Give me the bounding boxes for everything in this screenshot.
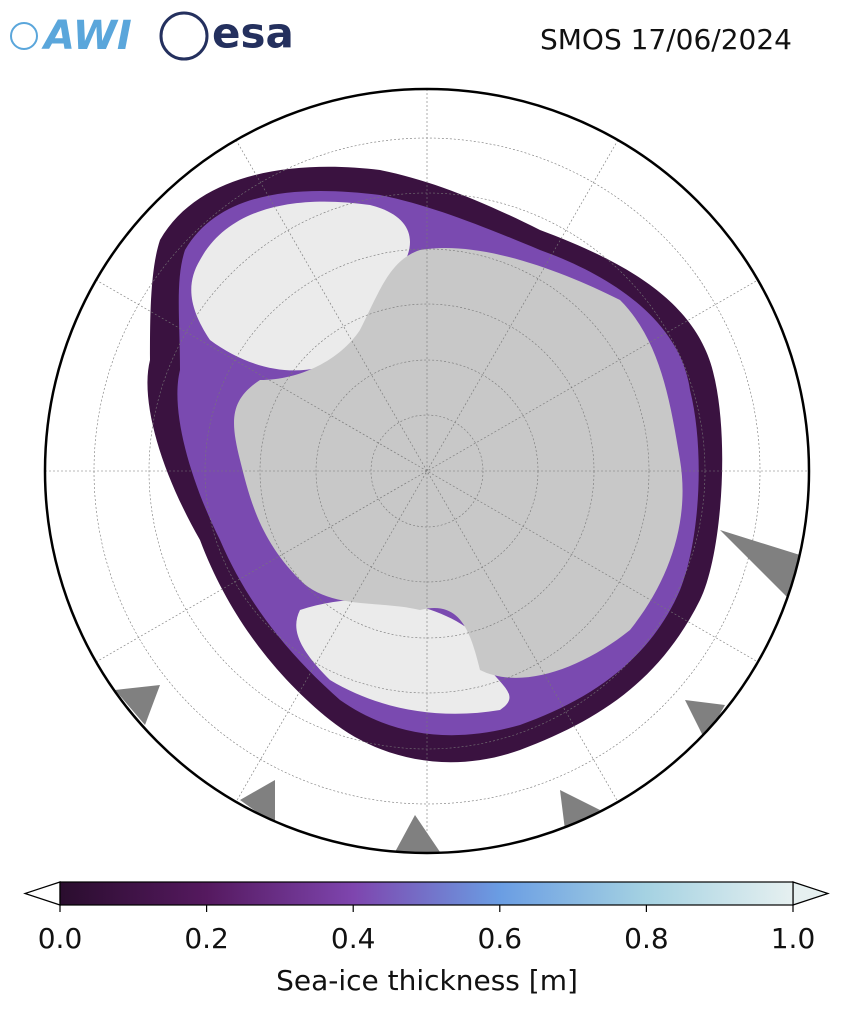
title: SMOS 17/06/2024: [540, 23, 792, 56]
weddell-ice: [191, 201, 410, 371]
awi-logo: AWI: [41, 13, 132, 59]
colorbar-extend-high: [792, 881, 830, 906]
colorbar: [23, 881, 830, 906]
colorbar-tick-label: 0.8: [624, 922, 669, 955]
colorbar-tick-label: 1.0: [771, 922, 816, 955]
antarctica: [234, 248, 683, 678]
colorbar-extend-low: [23, 881, 61, 906]
map: [45, 89, 809, 853]
esa-globe: [159, 11, 209, 61]
colorbar-tick-label: 0.0: [38, 922, 83, 955]
land: [115, 530, 800, 852]
awi-globe: [10, 22, 38, 50]
colorbar-tick-label: 0.2: [184, 922, 229, 955]
esa-logo: esa: [212, 9, 294, 58]
colorbar-bar: [59, 881, 794, 906]
graticule: [45, 89, 809, 853]
colorbar-label: Sea-ice thickness [m]: [276, 964, 578, 997]
colorbar-tick-label: 0.6: [478, 922, 523, 955]
ross-ice: [296, 599, 510, 714]
logos: AWI esa: [10, 9, 294, 61]
colorbar-tick-label: 0.4: [331, 922, 376, 955]
map-border: [43, 87, 811, 855]
